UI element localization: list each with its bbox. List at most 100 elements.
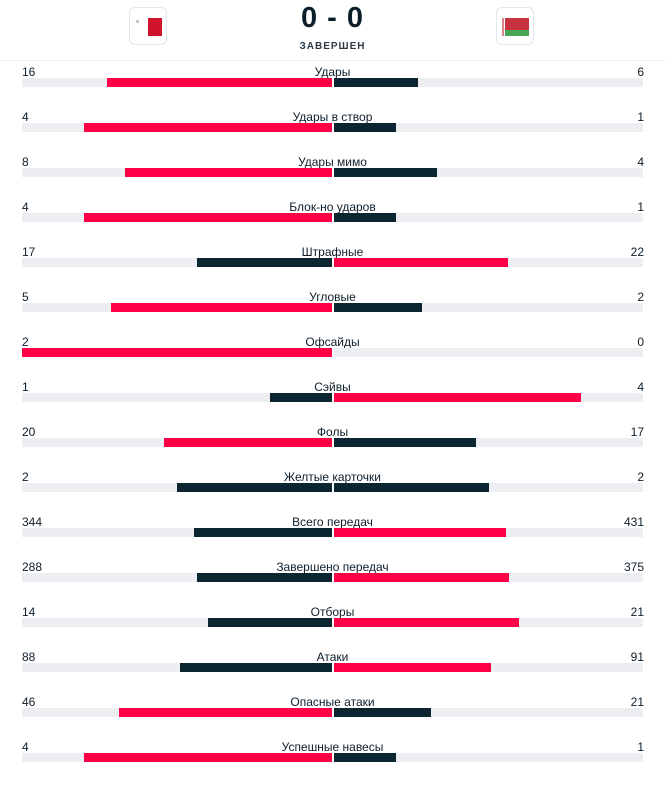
away-stat-value: 4 [637,380,644,394]
home-stat-track [22,528,332,537]
home-stat-value: 4 [22,740,29,754]
stat-row: 5 Угловые 2 [0,290,665,335]
home-stat-bar [208,618,332,627]
away-stat-value: 21 [630,605,644,619]
home-stat-bar [84,213,332,222]
stat-label: Блок-но ударов [289,200,376,214]
away-stat-value: 1 [637,110,644,124]
stat-row: 16 Удары 6 [0,65,665,110]
away-stat-value: 2 [637,470,644,484]
stat-label: Сэйвы [314,380,351,394]
stat-label: Угловые [309,290,356,304]
stat-label: Завершено передач [276,560,389,574]
home-stat-track [22,708,332,717]
away-stat-track [334,303,643,312]
away-stat-track [334,213,643,222]
stat-row: 88 Атаки 91 [0,650,665,695]
home-stat-track [22,123,332,132]
away-stat-track [334,393,643,402]
match-header: 0 - 0 ЗАВЕРШЕН [0,0,665,61]
home-stat-track [22,213,332,222]
away-stat-value: 2 [637,290,644,304]
stat-row: 4 Успешные навесы 1 [0,740,665,785]
stat-label: Атаки [316,650,349,664]
home-stat-value: 344 [22,515,43,529]
away-stat-bar [334,528,506,537]
stat-label: Фолы [316,425,349,439]
away-team-logo[interactable] [496,7,534,45]
stat-label: Желтые карточки [284,470,381,484]
home-stat-track [22,663,332,672]
stat-label: Штрафные [301,245,364,259]
belarus-flag-icon [501,18,529,36]
match-status: ЗАВЕРШЕН [299,41,366,52]
home-stat-bar [110,303,332,312]
home-stat-track [22,258,332,267]
stat-row: 288 Завершено передач 375 [0,560,665,605]
stat-row: 46 Опасные атаки 21 [0,695,665,740]
away-stat-bar [334,168,437,177]
away-stat-value: 1 [637,740,644,754]
away-stat-track [334,168,643,177]
away-stat-bar [334,213,396,222]
stat-row: 4 Удары в створ 1 [0,110,665,155]
stat-label: Всего передач [292,515,373,529]
home-team-logo[interactable] [129,7,167,45]
away-stat-bar [334,438,476,447]
home-stat-value: 2 [22,470,29,484]
stat-label: Успешные навесы [281,740,384,754]
away-stat-value: 1 [637,200,644,214]
away-stat-bar [334,123,396,132]
home-stat-track [22,168,332,177]
stat-label: Офсайды [305,335,360,349]
home-stat-bar [196,258,332,267]
away-stat-value: 0 [637,335,644,349]
away-stat-track [334,663,643,672]
home-stat-value: 14 [22,605,36,619]
home-stat-bar [197,573,332,582]
away-stat-bar [334,258,509,267]
home-stat-track [22,573,332,582]
away-stat-bar [334,618,520,627]
home-stat-track [22,393,332,402]
stat-row: 2 Желтые карточки 2 [0,470,665,515]
away-stat-bar [334,483,489,492]
away-stat-track [334,573,643,582]
home-stat-track [22,438,332,447]
home-stat-track [22,753,332,762]
away-stat-value: 91 [630,650,644,664]
stat-row: 4 Блок-но ударов 1 [0,200,665,245]
away-stat-track [334,348,643,357]
home-stat-value: 1 [22,380,29,394]
home-stat-bar [270,393,332,402]
away-stat-track [334,123,643,132]
home-stat-track [22,348,332,357]
stat-row: 17 Штрафные 22 [0,245,665,290]
stat-row: 20 Фолы 17 [0,425,665,470]
away-stat-value: 431 [623,515,644,529]
away-stat-track [334,753,643,762]
home-stat-value: 288 [22,560,43,574]
away-stat-bar [334,78,419,87]
home-stat-value: 46 [22,695,36,709]
away-stat-value: 4 [637,155,644,169]
home-stat-track [22,483,332,492]
home-stat-value: 16 [22,65,36,79]
home-stat-bar [177,483,332,492]
home-stat-value: 5 [22,290,29,304]
malta-flag-icon [134,18,162,36]
away-stat-track [334,618,643,627]
home-stat-bar [125,168,332,177]
away-stat-bar [334,663,492,672]
stat-row: 2 Офсайды 0 [0,335,665,380]
away-stat-track [334,438,643,447]
stat-label: Удары в створ [292,110,373,124]
stat-row: 8 Удары мимо 4 [0,155,665,200]
away-stat-track [334,78,643,87]
away-stat-bar [334,393,582,402]
away-stat-bar [334,303,423,312]
home-stat-bar [106,78,332,87]
home-stat-value: 17 [22,245,36,259]
stat-label: Отборы [310,605,355,619]
away-stat-value: 17 [630,425,644,439]
